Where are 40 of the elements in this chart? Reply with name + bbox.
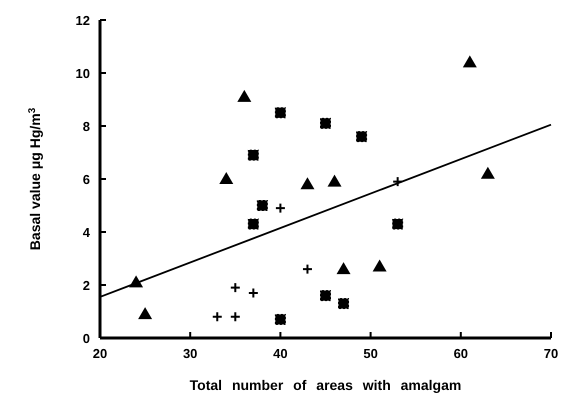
point	[247, 149, 260, 162]
point	[328, 174, 342, 187]
point	[230, 282, 241, 294]
y-tick-label: 0	[82, 331, 90, 346]
y-tick-label: 12	[76, 13, 90, 28]
point	[320, 117, 332, 130]
point	[338, 298, 350, 310]
y-tick-label: 10	[76, 66, 90, 81]
point	[300, 177, 314, 190]
x-tick-label: 50	[363, 346, 378, 361]
point	[372, 259, 387, 272]
y-tick-label: 6	[82, 172, 90, 187]
point	[274, 314, 286, 326]
point	[336, 262, 351, 274]
x-tick-label: 30	[182, 346, 198, 361]
point	[237, 90, 252, 102]
point	[256, 200, 268, 212]
x-tick-label: 70	[544, 346, 558, 361]
point	[212, 311, 223, 322]
point	[392, 176, 404, 188]
point	[219, 172, 234, 184]
point	[274, 106, 286, 119]
y-tick-label: 8	[82, 119, 90, 134]
x-tick-label: 40	[273, 346, 288, 361]
x-tick-label: 20	[92, 346, 108, 361]
point	[138, 307, 152, 320]
point	[248, 287, 259, 298]
point	[302, 264, 313, 275]
point	[230, 311, 241, 322]
x-tick-label: 60	[454, 346, 468, 361]
point	[356, 130, 368, 142]
point	[462, 55, 477, 68]
point	[247, 218, 260, 230]
point	[480, 166, 495, 179]
point	[320, 290, 332, 302]
point	[392, 218, 404, 230]
x-axis-title: Total number of areas with amalgam	[190, 377, 462, 393]
point	[274, 202, 286, 214]
y-tick-label: 2	[82, 278, 90, 293]
y-tick-label: 4	[82, 225, 91, 240]
